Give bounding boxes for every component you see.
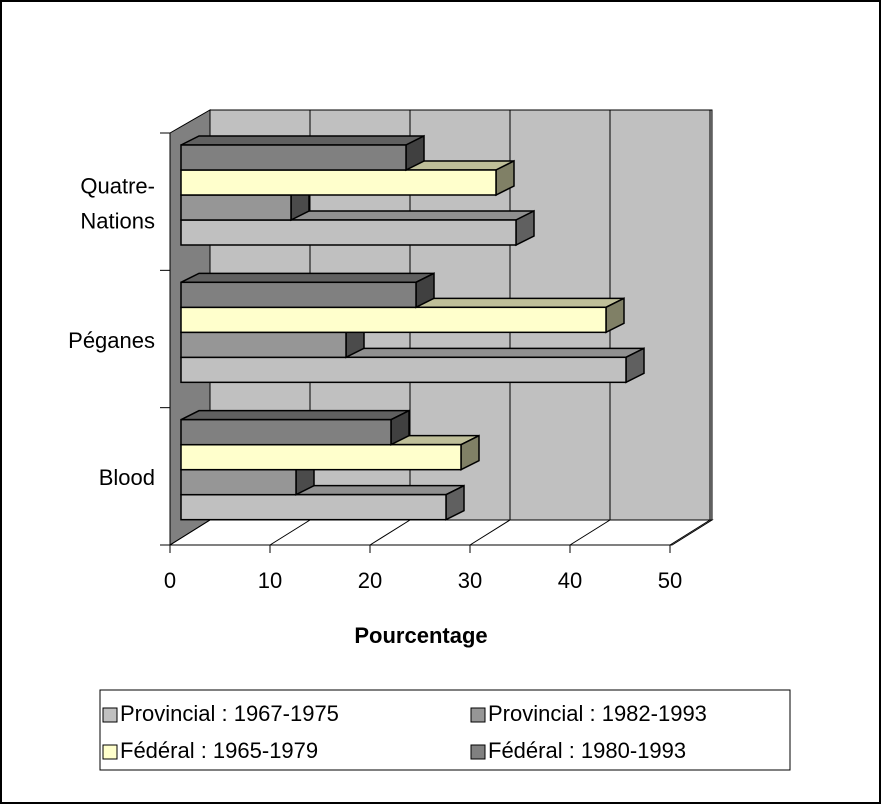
legend-swatch — [102, 707, 118, 723]
bar — [180, 493, 447, 521]
x-tick-label: 20 — [358, 568, 382, 593]
legend-swatch — [102, 744, 118, 760]
bar-top — [180, 409, 410, 421]
bar — [180, 219, 517, 246]
legend-label: Fédéral : 1980-1993 — [488, 738, 686, 763]
bar — [180, 443, 462, 471]
grid-line — [469, 110, 511, 546]
legend-swatch — [470, 707, 486, 723]
x-tick-label: 50 — [658, 568, 682, 593]
bar — [180, 306, 607, 334]
y-tick-label: Quatre-Nations — [80, 173, 155, 233]
bar — [180, 281, 417, 309]
x-axis-title: Pourcentage — [354, 623, 487, 648]
x-tick-label: 30 — [458, 568, 482, 593]
legend-label: Provincial : 1967-1975 — [120, 701, 339, 726]
grid-line — [669, 110, 711, 546]
x-tick-label: 10 — [258, 568, 282, 593]
floor — [168, 519, 714, 546]
legend-swatch — [470, 744, 486, 760]
bar — [180, 418, 392, 446]
y-tick-label: Péganes — [68, 328, 155, 353]
bar — [180, 331, 347, 359]
bar — [180, 356, 627, 384]
legend-label: Fédéral : 1965-1979 — [120, 738, 318, 763]
bar — [180, 144, 407, 171]
bar-top — [180, 135, 425, 146]
x-tick-label: 0 — [164, 568, 176, 593]
bar — [180, 169, 497, 196]
bar — [180, 468, 297, 496]
y-tick-label: Blood — [99, 465, 155, 490]
bar-top — [180, 272, 435, 284]
bar — [180, 194, 292, 221]
legend — [99, 689, 791, 771]
legend-label: Provincial : 1982-1993 — [488, 701, 707, 726]
grid-line — [569, 110, 611, 546]
x-tick-label: 40 — [558, 568, 582, 593]
